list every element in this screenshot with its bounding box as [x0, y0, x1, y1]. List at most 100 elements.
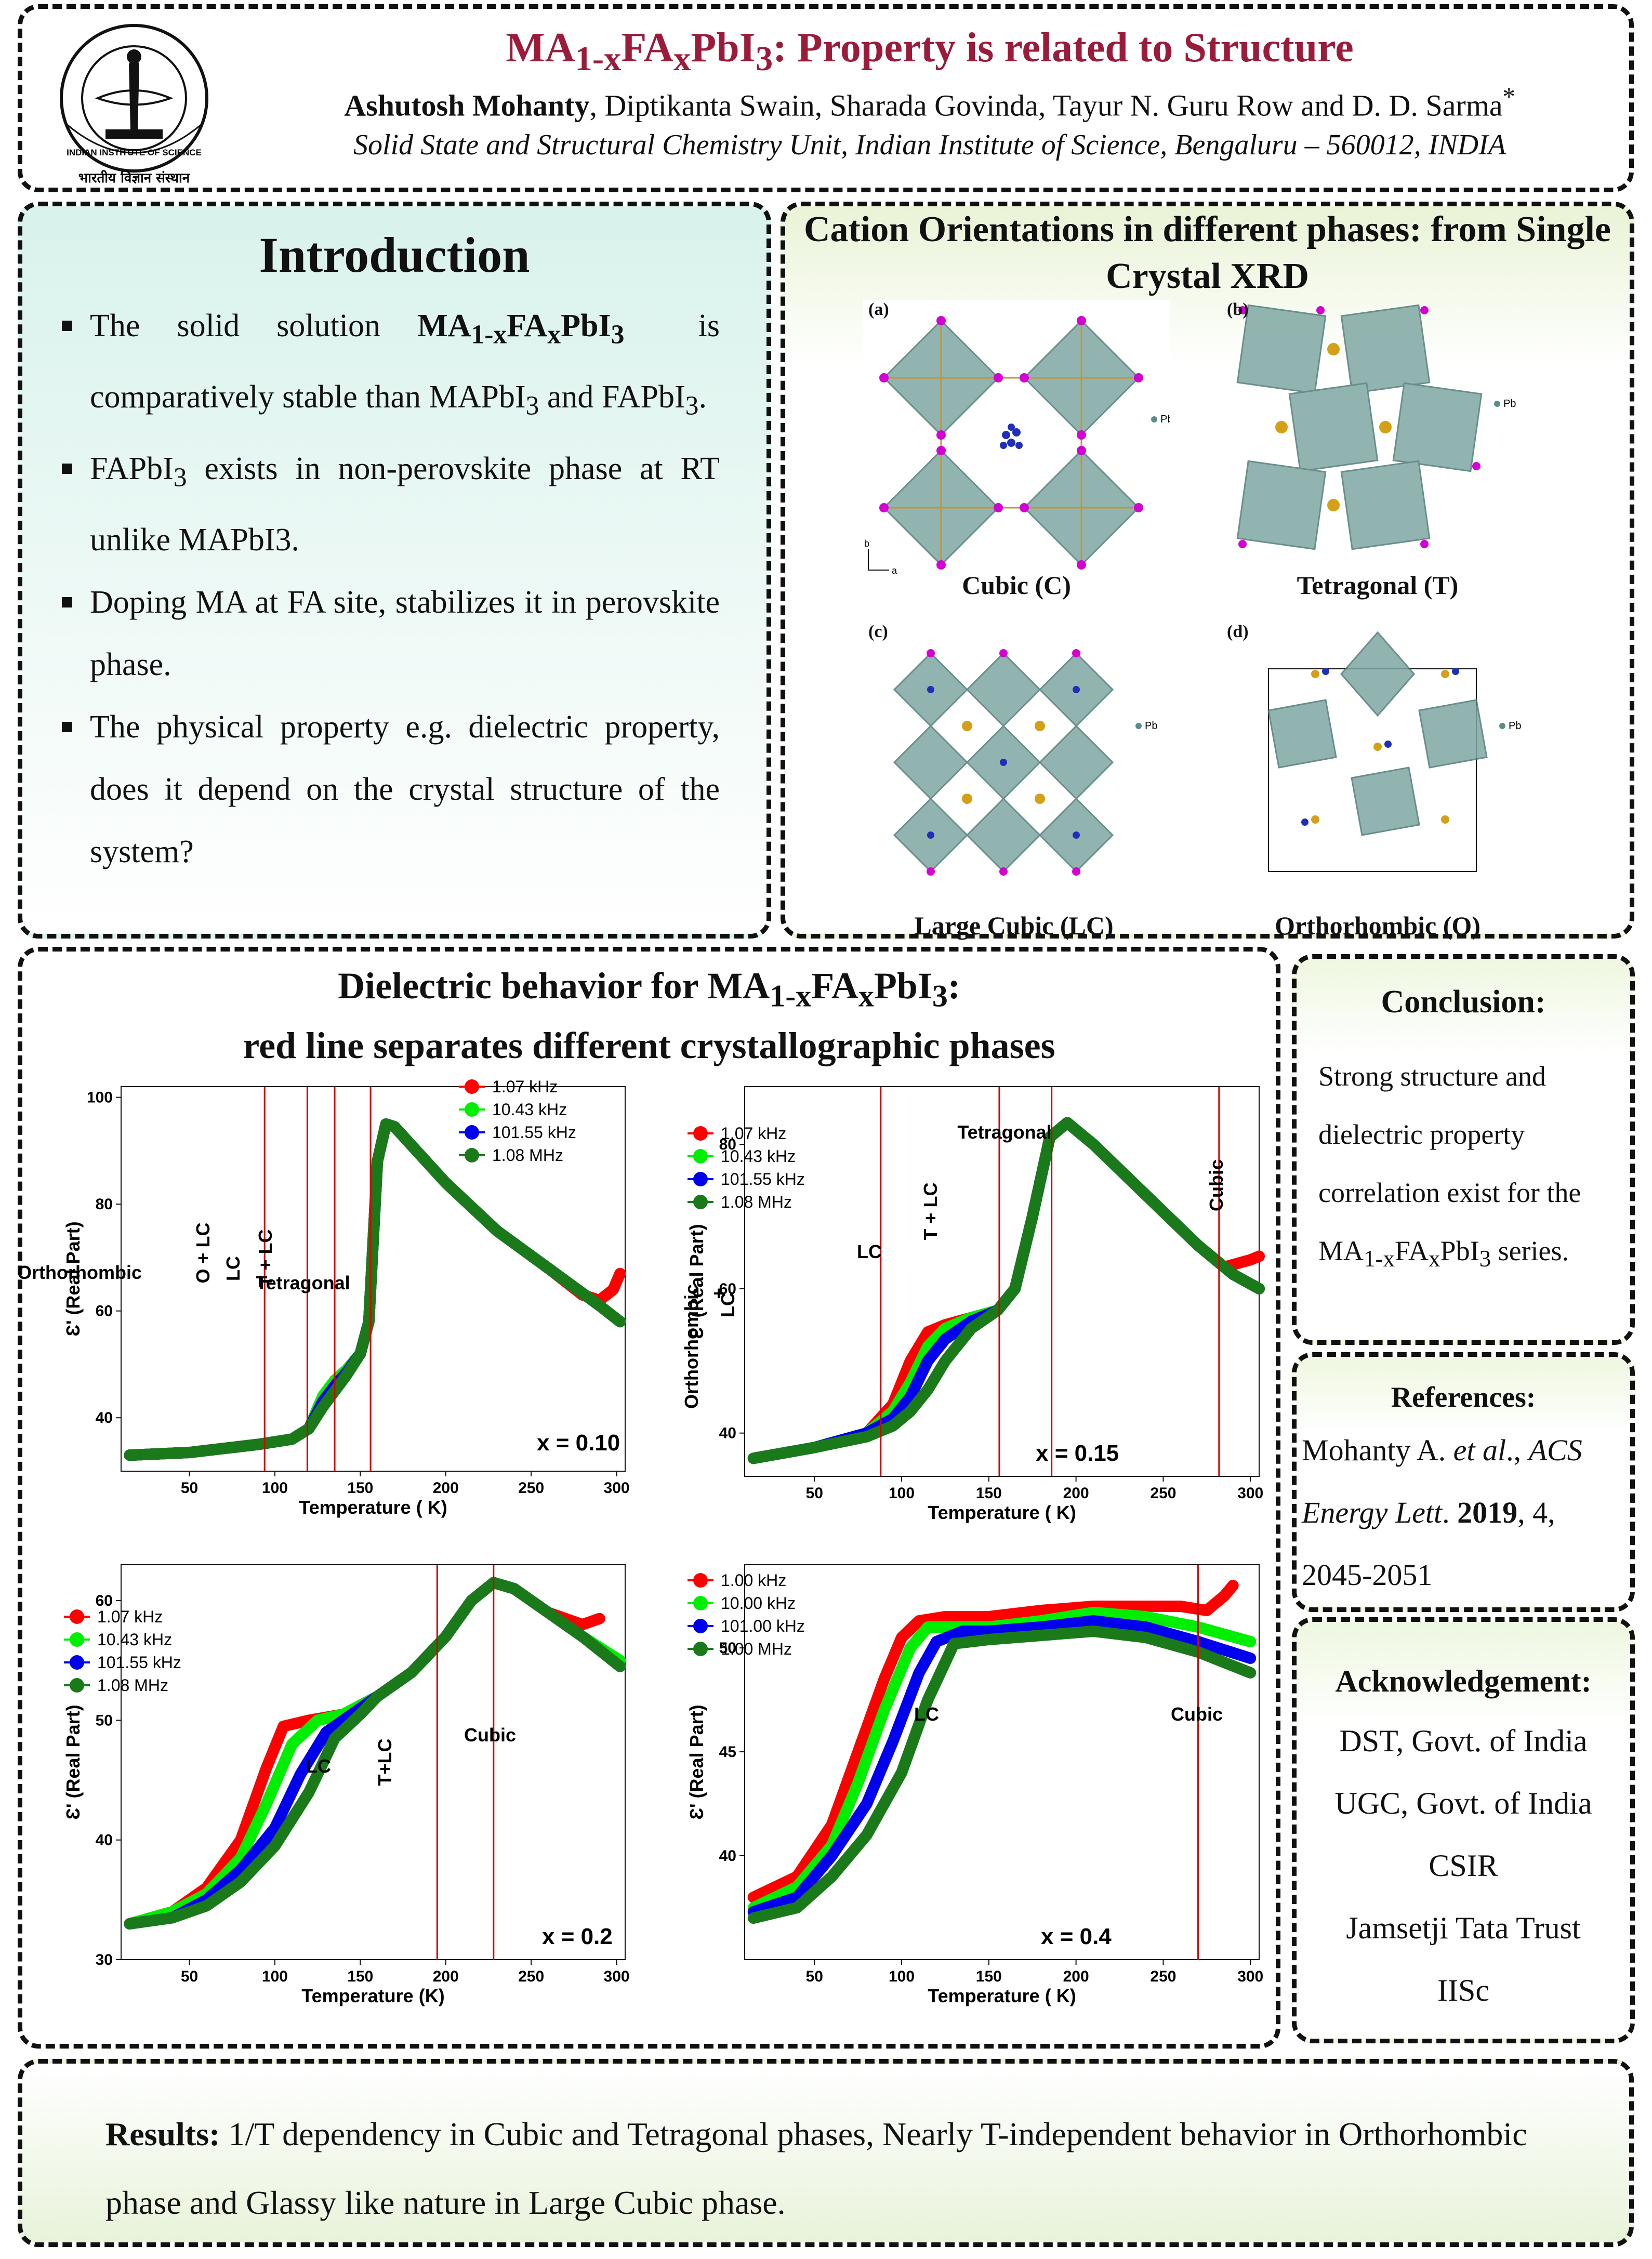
y-tick-label: 40: [719, 1847, 736, 1865]
legend-marker: [70, 1655, 84, 1670]
x-tick-label: 250: [518, 1968, 544, 1985]
introduction-heading: Introduction: [259, 227, 530, 283]
ack-item: IISc: [1437, 1973, 1489, 2007]
affiliation: Solid State and Structural Chemistry Uni…: [353, 129, 1506, 161]
data-series-line: [747, 1615, 1257, 1918]
x-tick-label: 50: [806, 1485, 823, 1502]
legend-label: 1.00 kHz: [721, 1571, 786, 1590]
chart-x040-svg: 50 100 150 200 250 300 40 45 50 Temperature ( K) Ɛ…: [686, 1564, 1263, 2006]
crystal-heading: Cation Orientations in different phases:…: [804, 209, 1611, 296]
crystal-structure-panel: Cation Orientations in different phases:…: [781, 202, 1634, 940]
legend-marker: [693, 1149, 708, 1164]
intro-bullet: The physical property e.g. dielectric pr…: [62, 696, 720, 883]
x-tick-label: 150: [976, 1968, 1002, 1985]
panel-label-a: (a): [868, 300, 889, 319]
axis-a-label: a: [892, 565, 897, 576]
legend-marker: [465, 1125, 479, 1140]
conclusion-text: Strong structure and dielectric property…: [1318, 1061, 1581, 1272]
legend-label: 1.08 MHz: [721, 1193, 792, 1211]
phase-label: Tetragonal: [256, 1272, 350, 1293]
y-tick-label: 80: [96, 1196, 113, 1213]
legend-label: 1.00 MHz: [721, 1640, 792, 1658]
x-tick-label: 100: [262, 1968, 288, 1985]
x-axis-label: Temperature ( K): [928, 1985, 1076, 2006]
panel-label-b: (b): [1227, 300, 1249, 319]
x-tick-label: 300: [604, 1968, 630, 1985]
panel-caption-large-cubic: Large Cubic (LC): [914, 911, 1114, 940]
data-series-line: [124, 1577, 605, 1930]
composition-label: x = 0.15: [1036, 1441, 1119, 1466]
phase-label: LC: [914, 1703, 939, 1725]
phase-label: T+LC: [374, 1738, 395, 1786]
legend-label: 101.55 kHz: [492, 1123, 576, 1142]
tetragonal-structure-figure: Pb (b) Tetragonal (T): [1222, 300, 1534, 600]
plot-frame: [121, 1564, 626, 1960]
phase-label: T + LC: [920, 1182, 941, 1240]
panel-caption-cubic: Cubic (C): [962, 571, 1071, 600]
svg-text:Pb: Pb: [1509, 720, 1521, 732]
phase-label: LC: [306, 1755, 331, 1777]
large-cubic-structure-figure: Pb (c) Large Cubic (LC): [863, 622, 1170, 940]
y-tick-label: 100: [87, 1089, 113, 1106]
x-tick-label: 200: [1063, 1485, 1089, 1502]
legend-label: 1.07 kHz: [97, 1607, 163, 1626]
axis-b-label: b: [864, 538, 869, 549]
chart-x040: 50 100 150 200 250 300 40 45 50 Temperature ( K) Ɛ…: [672, 1544, 1275, 2027]
x-tick-label: 250: [1150, 1485, 1176, 1502]
chart-x010: 50 100 150 200 250 300 40 60 80 100 Temperature ( …: [17, 1055, 656, 1523]
dielectric-panel: Dielectric behavior for MA1-xFAxPbI3: red…: [17, 947, 1280, 2049]
legend-marker: [693, 1126, 708, 1141]
y-axis-label: Ɛ' (Real Part): [686, 1705, 707, 1819]
composition-label: x = 0.2: [542, 1924, 613, 1949]
poster-title: MA1-xFAxPbI3: Property is related to Str…: [506, 25, 1354, 78]
y-axis-label: Ɛ' (Real Part): [62, 1221, 84, 1336]
x-tick-label: 100: [889, 1968, 915, 1985]
introduction-panel: Introduction The solid solution MA1-xFAx…: [18, 202, 771, 939]
phase-label: O + LC: [192, 1222, 214, 1283]
phase-label: Tetragonal: [957, 1121, 1051, 1143]
legend-label: 101.00 kHz: [721, 1617, 805, 1635]
legend-marker: [693, 1619, 708, 1633]
references-heading: References:: [1391, 1381, 1536, 1413]
panel-caption-tetragonal: Tetragonal (T): [1297, 571, 1459, 600]
phase-label: Orthorhombic: [17, 1262, 142, 1283]
logo-text-top: INDIAN INSTITUTE OF SCIENCE: [67, 148, 202, 157]
y-axis-label: Ɛ' (Real Part): [686, 1224, 707, 1339]
svg-text:Pb: Pb: [1145, 720, 1157, 732]
composition-label: x = 0.10: [537, 1430, 620, 1456]
x-tick-label: 50: [181, 1479, 198, 1497]
x-tick-label: 300: [1237, 1968, 1263, 1985]
phase-label: LC: [222, 1256, 244, 1281]
y-tick-label: 60: [96, 1592, 113, 1609]
results-text: Results: 1/T dependency in Cubic and Tet…: [105, 2116, 1527, 2221]
legend-marker: [693, 1195, 708, 1209]
panel-caption-orthorhombic: Orthorhombic (O): [1275, 911, 1481, 940]
plot-frame: [121, 1086, 626, 1472]
large-cubic-structure-image: Pb: [893, 649, 1157, 876]
data-series-line: [747, 1580, 1239, 1903]
legend-label: 1.08 MHz: [97, 1676, 168, 1695]
data-series-line: [124, 1577, 626, 1930]
phase-label: +: [713, 1283, 724, 1304]
cubic-structure-figure: Pb a b (a) Cubic (C): [863, 300, 1173, 600]
ack-item: UGC, Govt. of India: [1334, 1786, 1592, 1820]
legend-label: 10.43 kHz: [492, 1100, 567, 1119]
y-tick-label: 40: [96, 1832, 113, 1849]
ack-item: CSIR: [1429, 1848, 1498, 1883]
orthorhombic-structure-figure: Pb (d) Orthorhombic (O): [1222, 622, 1534, 940]
legend-marker: [70, 1678, 84, 1693]
y-tick-label: 30: [96, 1951, 113, 1969]
legend-label: 1.07 kHz: [721, 1124, 786, 1143]
cubic-structure-image: Pb a b: [863, 300, 1173, 576]
intro-bullet: Doping MA at FA site, stabilizes it in p…: [62, 571, 720, 696]
phase-label: Cubic: [464, 1724, 516, 1746]
x-tick-label: 250: [1150, 1968, 1176, 1985]
legend-marker: [693, 1642, 708, 1656]
intro-bullet: FAPbI3 exists in non-perovskite phase at…: [62, 438, 720, 571]
phase-label: Cubic: [1206, 1159, 1227, 1211]
composition-label: x = 0.4: [1041, 1924, 1112, 1949]
legend-marker: [465, 1102, 479, 1117]
legend-label: 1.08 MHz: [492, 1146, 563, 1165]
x-tick-label: 300: [604, 1479, 630, 1497]
legend-label: 10.43 kHz: [721, 1147, 796, 1166]
